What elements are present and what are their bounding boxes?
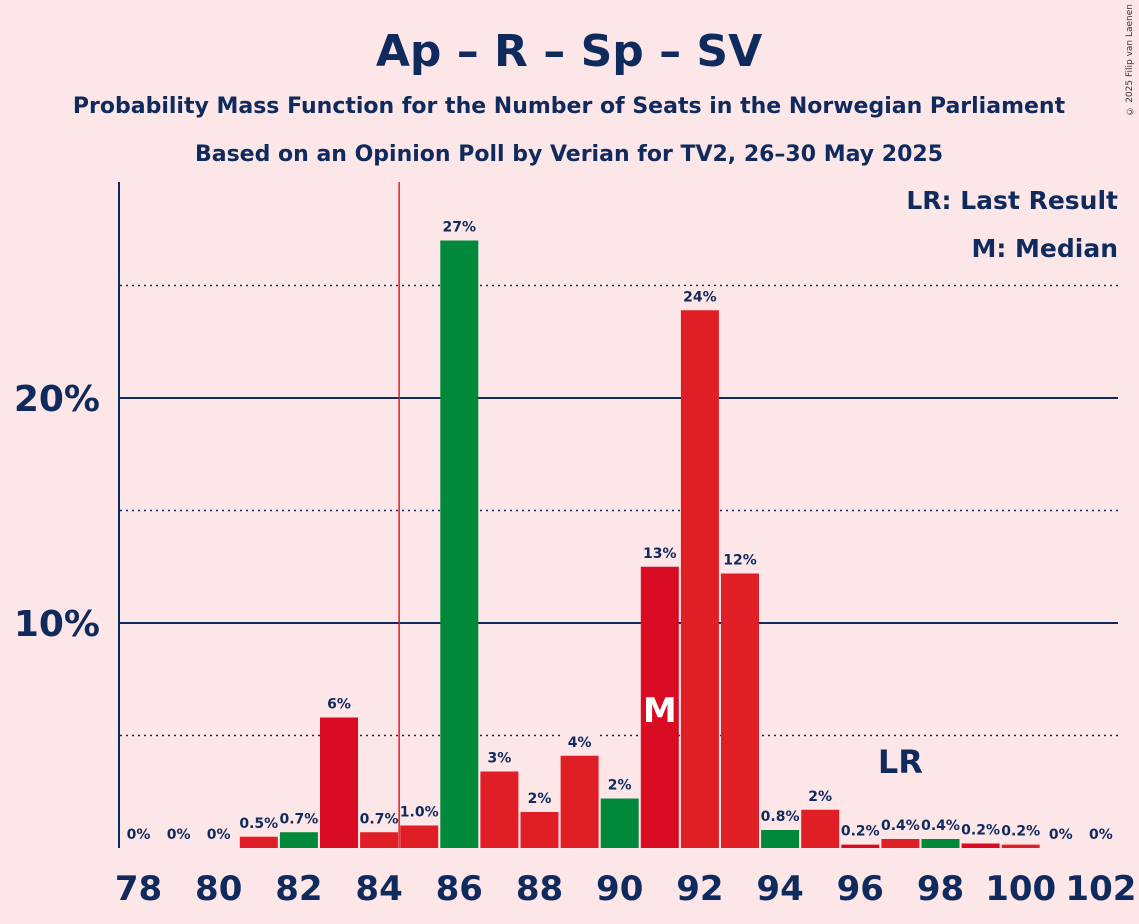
bar-seat-97 <box>881 839 920 848</box>
label-halo <box>961 819 1000 838</box>
data-label-seat-87: 3% <box>488 751 512 767</box>
bar-seat-92 <box>680 310 719 848</box>
data-label-seat-88: 2% <box>528 791 552 807</box>
x-tick-label: 90 <box>596 869 643 909</box>
x-tick-label: 82 <box>275 869 322 909</box>
data-label-seat-100: 0.2% <box>1001 824 1040 840</box>
data-label-seat-101: 0% <box>1049 827 1073 843</box>
data-label-seat-90: 2% <box>608 778 632 794</box>
y-tick-label: 20% <box>14 379 100 420</box>
label-halo <box>239 812 278 831</box>
bar-seat-98 <box>921 839 960 848</box>
bar-seat-85 <box>400 825 439 848</box>
bar-seat-99 <box>961 843 1000 848</box>
data-labels: 0% 0% 0%0.5% 0.7%6%0.7% 1.0%27%3%2%4%2%13%24… <box>127 216 1113 843</box>
bar-seat-93 <box>721 573 759 848</box>
bar-seat-95 <box>801 809 840 848</box>
bar-seat-89 <box>560 755 599 848</box>
data-label-seat-92: 24% <box>683 289 717 305</box>
x-tick-label: 92 <box>676 869 723 909</box>
data-label-seat-97: 0.4% <box>881 818 920 834</box>
bar-seat-94 <box>761 830 800 848</box>
x-tick-label: 98 <box>917 869 964 909</box>
legend-median: M: Median <box>971 234 1118 263</box>
data-label-seat-94: 0.8% <box>761 809 800 825</box>
label-halo <box>881 815 920 833</box>
data-label-seat-80: 0% <box>207 827 231 843</box>
label-halo <box>680 286 719 305</box>
median-marker: M <box>643 691 677 731</box>
label-halo <box>480 747 519 766</box>
last-result-marker: LR <box>878 743 923 781</box>
x-tick-label: 78 <box>115 869 162 909</box>
bar-seat-88 <box>520 812 559 848</box>
chart-title: Ap – R – Sp – SV <box>376 26 762 77</box>
label-halo <box>1001 820 1040 839</box>
data-label-seat-86: 27% <box>443 220 477 236</box>
data-label-seat-84: 0.7% <box>360 811 399 827</box>
bar-seat-86 <box>440 240 479 848</box>
x-tick-label: 102 <box>1065 869 1136 909</box>
y-tick-label: 10% <box>14 604 100 645</box>
y-axis-ticks: 10% 20% <box>14 379 100 645</box>
data-label-seat-83: 6% <box>327 697 351 713</box>
data-label-seat-91: 13% <box>643 546 677 562</box>
data-label-seat-85: 1.0% <box>400 805 439 821</box>
data-label-seat-96: 0.2% <box>841 824 880 840</box>
gridlines <box>120 284 1118 737</box>
label-halo <box>841 820 880 839</box>
data-label-seat-95: 2% <box>808 789 832 805</box>
x-tick-label: 94 <box>756 869 803 909</box>
label-halo <box>801 785 840 804</box>
label-halo <box>640 542 679 561</box>
data-label-seat-82: 0.7% <box>279 811 318 827</box>
chart-subtitle-1: Probability Mass Function for the Number… <box>73 94 1066 119</box>
label-halo <box>320 693 358 712</box>
x-tick-label: 80 <box>195 869 242 909</box>
label-halo <box>761 806 800 824</box>
x-tick-label: 88 <box>516 869 563 909</box>
label-halo <box>400 801 439 820</box>
data-label-seat-93: 12% <box>723 553 757 569</box>
x-tick-label: 96 <box>837 869 884 909</box>
data-label-seat-79: 0% <box>167 827 191 843</box>
data-label-seat-78: 0% <box>127 827 151 843</box>
bar-seat-100 <box>1001 844 1040 848</box>
label-halo <box>360 808 399 827</box>
data-label-seat-102: 0% <box>1089 827 1113 843</box>
data-label-seat-99: 0.2% <box>961 823 1000 839</box>
bar-seat-90 <box>600 798 639 848</box>
bar-seat-82 <box>279 832 318 848</box>
label-halo <box>520 788 559 806</box>
label-halo <box>721 549 759 568</box>
data-label-seat-81: 0.5% <box>239 816 278 832</box>
legend-last-result: LR: Last Result <box>906 186 1118 215</box>
bars <box>239 240 1040 848</box>
label-halo <box>440 216 479 235</box>
data-label-seat-98: 0.4% <box>921 818 960 834</box>
label-halo <box>921 815 960 833</box>
label-halo <box>600 774 639 793</box>
copyright-credit: © 2025 Filip van Laenen <box>1125 4 1135 116</box>
bar-seat-81 <box>239 836 278 848</box>
x-axis-ticks: 78 80 82 84 86 88 90 92 94 96 98 100 102 <box>115 869 1137 909</box>
bar-seat-91 <box>640 566 679 848</box>
label-halo <box>279 808 318 827</box>
bar-seat-84 <box>360 832 399 848</box>
data-label-seat-89: 4% <box>568 735 592 751</box>
chart-subtitle-2: Based on an Opinion Poll by Verian for T… <box>195 142 943 167</box>
label-halo <box>560 731 599 750</box>
x-tick-label: 84 <box>355 869 402 909</box>
bar-seat-87 <box>480 771 519 848</box>
x-tick-label: 100 <box>985 869 1056 909</box>
x-tick-label: 86 <box>436 869 483 909</box>
bar-seat-83 <box>320 717 358 848</box>
bar-seat-96 <box>841 844 880 848</box>
